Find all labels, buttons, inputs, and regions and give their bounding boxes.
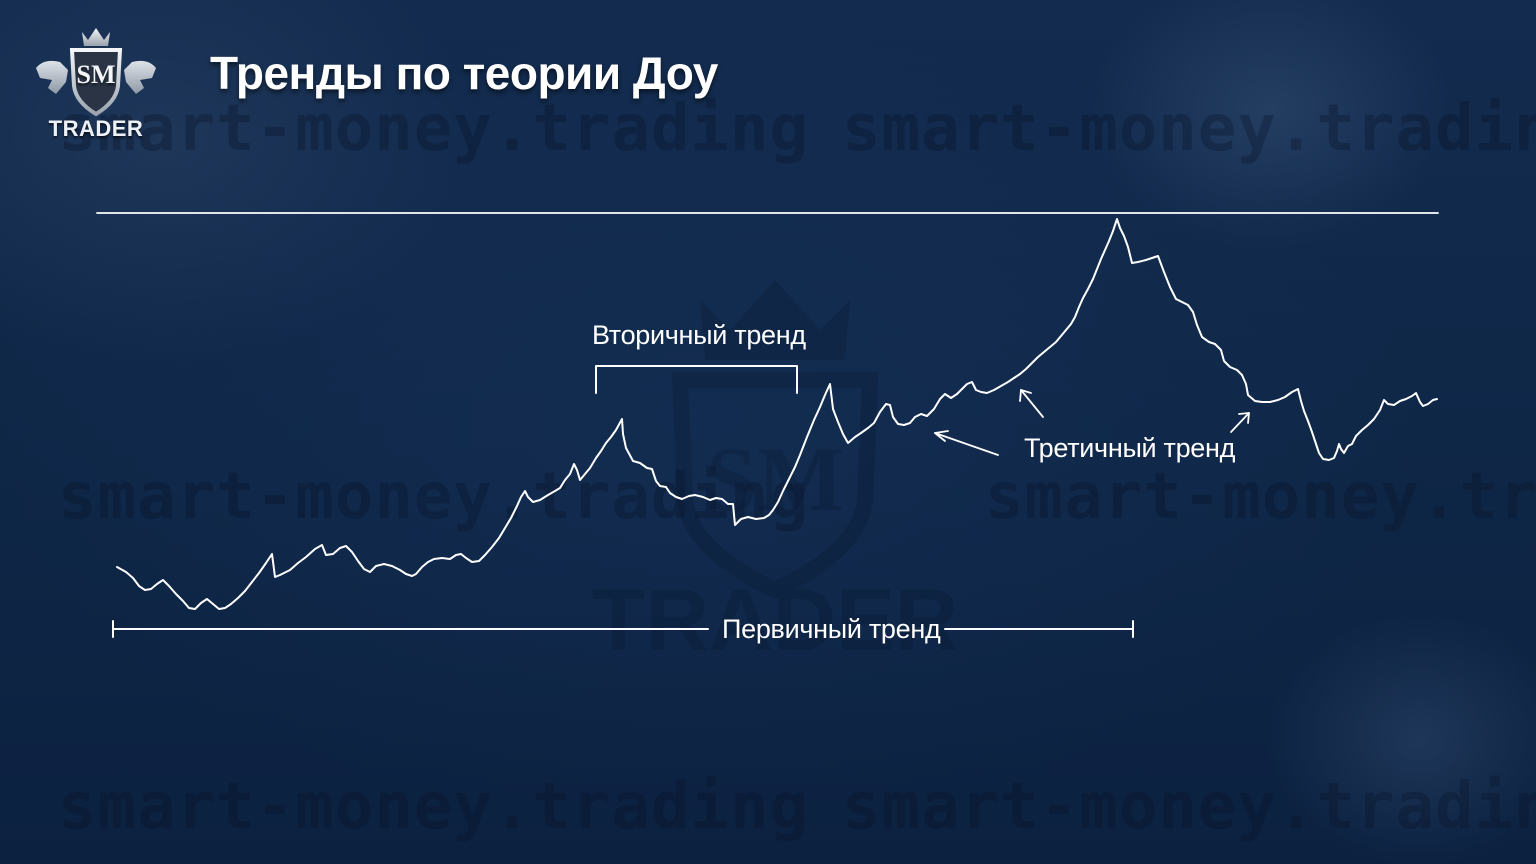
secondary-trend-label: Вторичный тренд [592, 320, 806, 350]
primary-trend-label: Первичный тренд [722, 614, 941, 644]
tertiary-arrow-up-icon [1019, 389, 1044, 418]
logo-name: TRADER [48, 116, 144, 141]
brand-logo: SM TRADER [30, 24, 162, 144]
page-title: Тренды по теории Доу [210, 47, 718, 99]
secondary-trend-bracket [595, 365, 798, 394]
logo-monogram: SM [76, 60, 116, 89]
watermark-text: smart-money.trading [842, 92, 1536, 166]
watermark-text: smart-money.trading [58, 92, 810, 166]
tertiary-arrow-left-icon [934, 430, 999, 456]
watermark-text: smart-money.trading [842, 770, 1536, 844]
watermark-text: smart-money.trading [985, 460, 1536, 534]
watermark-logo: SM TRADER [592, 280, 959, 669]
price-line [116, 218, 1438, 610]
watermark-text: smart-money.trading [58, 770, 810, 844]
tertiary-arrow-right-icon [1230, 412, 1250, 433]
svg-text:TRADER: TRADER [592, 570, 959, 669]
watermark-text: smart-money.trading [58, 460, 810, 534]
logo-emblem-icon [36, 28, 156, 117]
svg-text:SM: SM [706, 428, 844, 530]
tertiary-trend-label: Третичный тренд [1024, 433, 1236, 463]
